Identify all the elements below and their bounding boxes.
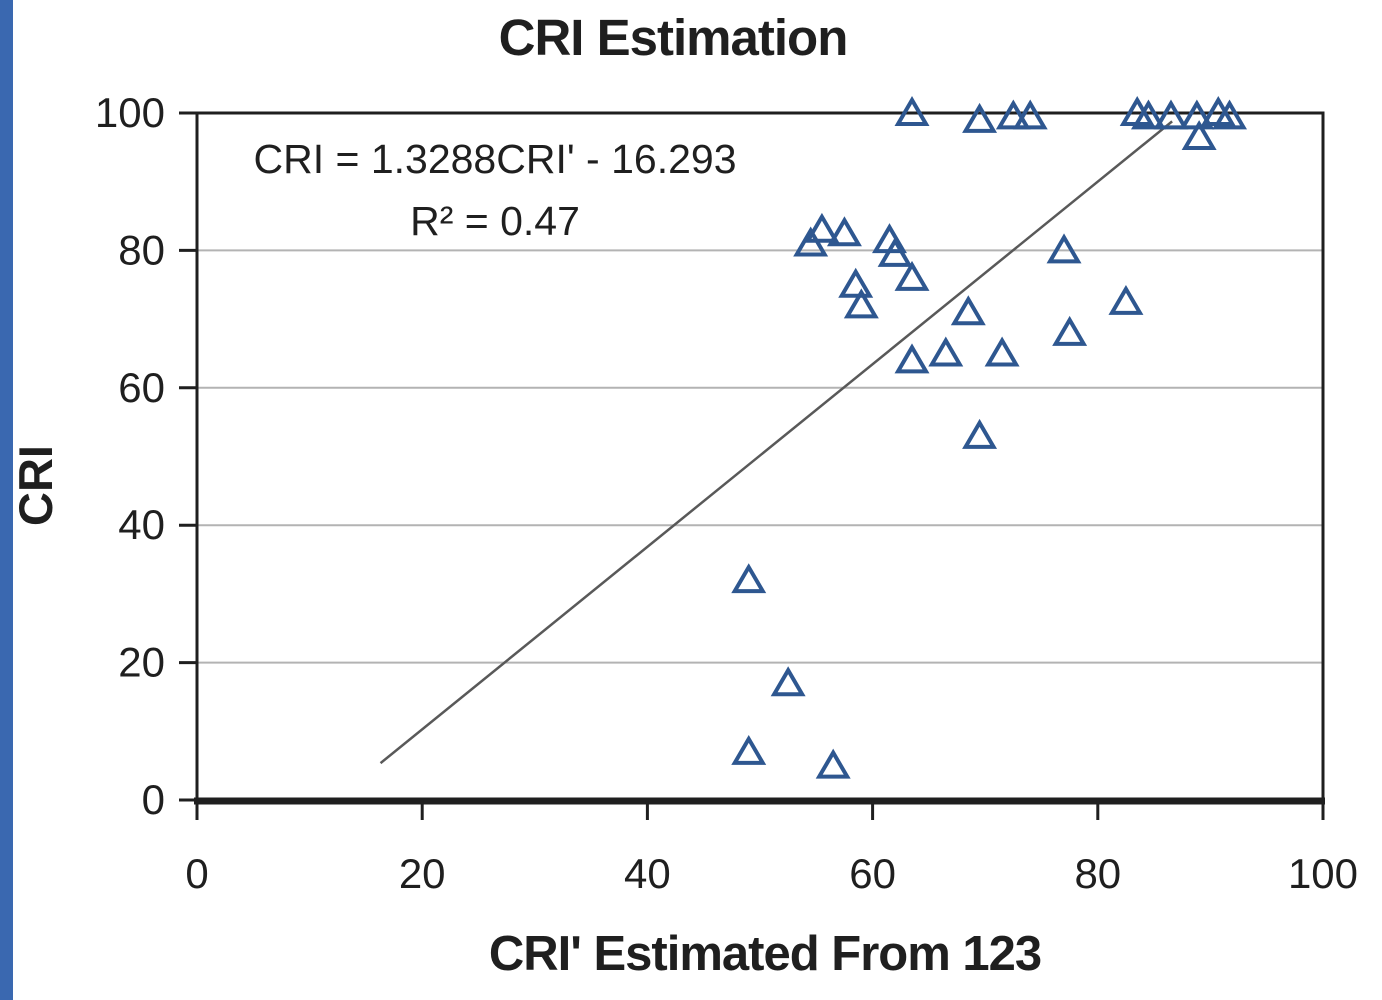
data-point-marker	[804, 212, 840, 243]
data-point-marker	[894, 343, 930, 374]
data-point-marker	[995, 99, 1031, 130]
x-tick-label: 100	[1288, 850, 1358, 897]
x-tick-label: 60	[849, 850, 896, 897]
data-point-marker	[877, 236, 913, 267]
y-tick-label: 0	[142, 776, 165, 823]
x-tick-label: 20	[399, 850, 446, 897]
data-point-marker	[950, 295, 986, 326]
data-point-marker	[843, 288, 879, 319]
data-point-marker	[984, 336, 1020, 367]
data-point-marker	[1153, 99, 1189, 130]
y-tick-label: 40	[118, 501, 165, 548]
x-axis-label: CRI' Estimated From 123	[488, 927, 1042, 981]
data-point-marker	[815, 748, 851, 779]
x-tick-label: 80	[1074, 850, 1121, 897]
data-point-marker	[894, 260, 930, 291]
data-point-marker	[1012, 99, 1048, 130]
data-point-marker	[731, 734, 767, 765]
y-tick-label: 60	[118, 364, 165, 411]
data-point-marker	[731, 563, 767, 594]
data-point-marker	[928, 336, 964, 367]
data-point-marker	[1108, 284, 1144, 315]
data-point-marker	[962, 418, 998, 449]
data-point-marker	[1046, 233, 1082, 264]
trend-line	[379, 120, 1173, 765]
x-tick-label: 40	[624, 850, 671, 897]
chart-title: CRI Estimation	[498, 9, 849, 66]
data-point-marker	[826, 216, 862, 247]
data-point-marker	[1052, 315, 1088, 346]
trendline-equation: CRI = 1.3288CRI' - 16.293	[253, 136, 737, 182]
data-point-marker	[838, 267, 874, 298]
data-point-marker	[1130, 99, 1166, 130]
left-edge-strip	[0, 0, 13, 1000]
data-point-marker	[894, 96, 930, 126]
y-tick-label: 100	[95, 89, 165, 136]
r-squared-value: R² = 0.47	[410, 198, 580, 244]
y-tick-label: 20	[118, 639, 165, 686]
data-point-marker	[1212, 99, 1248, 130]
data-point-marker	[770, 666, 806, 697]
y-tick-label: 80	[118, 226, 165, 273]
trendline-annotation: CRI = 1.3288CRI' - 16.293 R² = 0.47	[195, 128, 795, 252]
data-point-marker	[1181, 120, 1217, 151]
x-tick-label: 0	[185, 850, 208, 897]
data-point-marker	[962, 102, 998, 133]
